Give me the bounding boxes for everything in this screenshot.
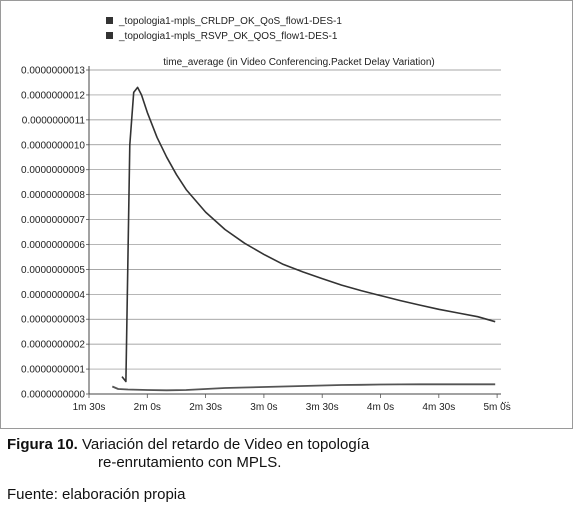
x-axis-overflow-mark: ... — [501, 395, 509, 406]
x-tick-label: 2m 30s — [189, 402, 222, 413]
y-tick-label: 0.0000000000 — [21, 390, 85, 401]
caption-line-1: Variación del retardo de Video en topolo… — [77, 436, 370, 453]
x-tick-label: 4m 30s — [422, 402, 455, 413]
series-line-2 — [111, 383, 496, 392]
y-tick-label: 0.0000000001 — [21, 365, 85, 376]
x-tick-label: 3m 0s — [250, 402, 277, 413]
chart-area: time_average (in Video Conferencing.Pack… — [21, 57, 511, 413]
figure-caption: Figura 10. Variación del retardo de Vide… — [7, 436, 567, 472]
caption-line-2: re-enrutamiento con MPLS. — [98, 454, 282, 471]
y-tick-label: 0.0000000011 — [22, 115, 86, 126]
legend-swatch-icon — [106, 17, 113, 24]
figure-number: Figura 10. — [7, 436, 78, 453]
legend-item-2: _topologia1-mpls_RSVP_OK_QOS_flow1-DES-1 — [106, 31, 337, 43]
y-tick-label: 0.0000000010 — [21, 140, 85, 151]
legend-label-2: _topologia1-mpls_RSVP_OK_QOS_flow1-DES-1 — [119, 31, 338, 42]
y-tick-label: 0.0000000003 — [21, 315, 85, 326]
legend-item-1: _topologia1-mpls_CRLDP_OK_QoS_flow1-DES-… — [106, 16, 342, 28]
x-tick-label: 2m 0s — [134, 402, 161, 413]
y-tick-label: 0.0000000013 — [21, 66, 85, 77]
y-tick-label: 0.0000000006 — [21, 240, 85, 251]
chart-title: time_average (in Video Conferencing.Pack… — [163, 57, 434, 68]
x-tick-label: 1m 30s — [73, 402, 106, 413]
legend-label-1: _topologia1-mpls_CRLDP_OK_QoS_flow1-DES-… — [119, 16, 342, 27]
plot-background — [89, 66, 501, 394]
x-tick-label: 4m 0s — [367, 402, 394, 413]
source-note: Fuente: elaboración propia — [7, 486, 186, 503]
x-tick-label: 5m 0s — [483, 402, 510, 413]
legend-swatch-icon — [106, 32, 113, 39]
x-tick-label: 3m 30s — [306, 402, 339, 413]
y-tick-label: 0.0000000007 — [21, 215, 85, 226]
y-tick-label: 0.0000000012 — [21, 90, 85, 101]
series-line-1 — [121, 86, 496, 383]
y-tick-label: 0.0000000005 — [21, 265, 85, 276]
y-tick-label: 0.0000000004 — [21, 290, 85, 301]
y-tick-label: 0.0000000008 — [21, 190, 85, 201]
y-tick-label: 0.0000000009 — [21, 165, 85, 176]
y-tick-label: 0.0000000002 — [21, 340, 85, 351]
